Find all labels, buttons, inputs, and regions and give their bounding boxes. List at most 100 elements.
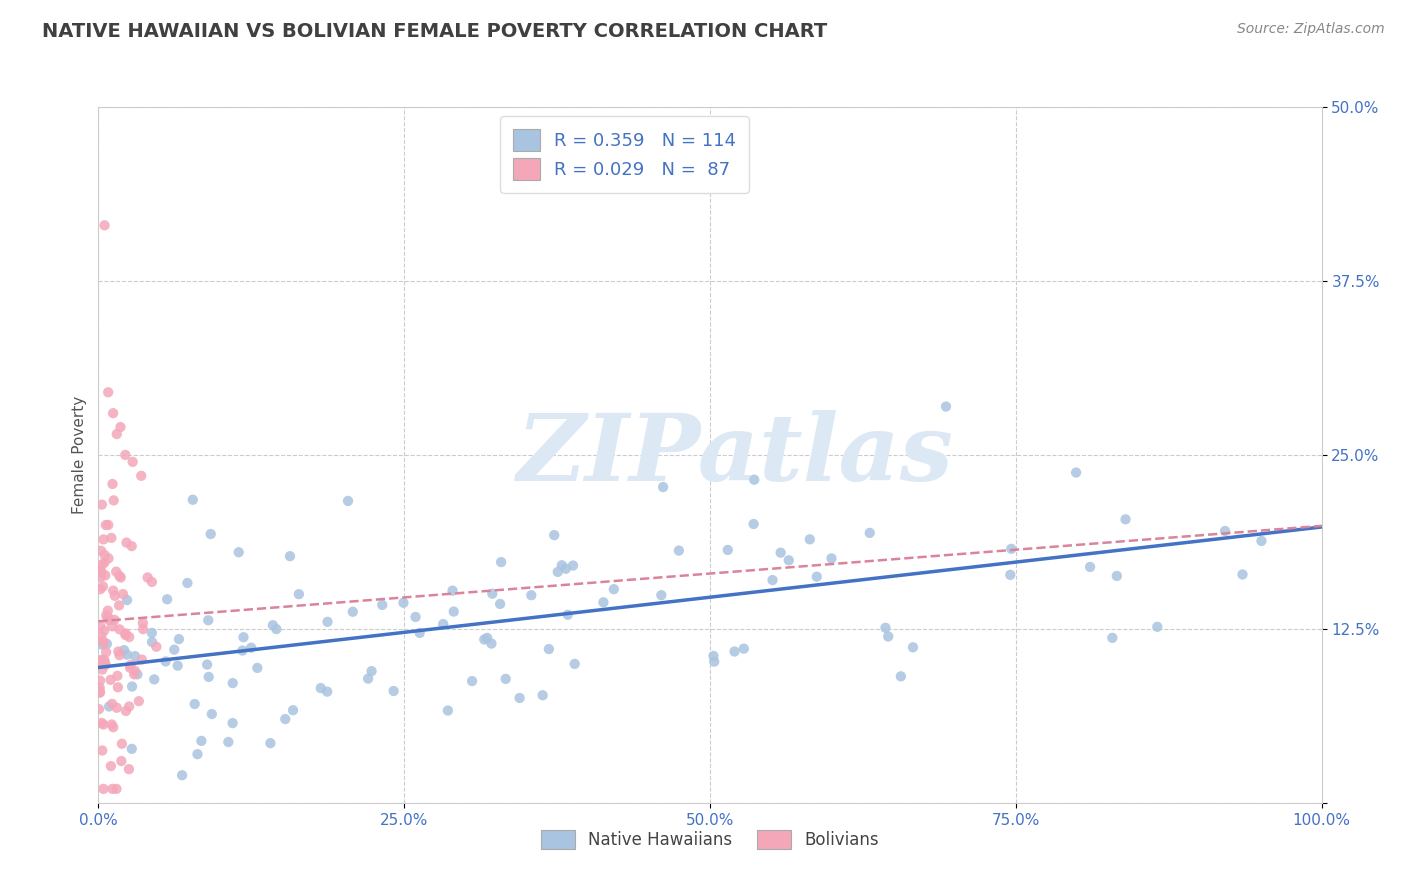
Point xyxy=(481,636,503,650)
Point xyxy=(93,624,115,638)
Point xyxy=(143,673,166,687)
Point xyxy=(115,648,138,662)
Point xyxy=(105,565,128,579)
Point xyxy=(90,570,112,584)
Point xyxy=(371,598,394,612)
Point xyxy=(87,702,110,716)
Point xyxy=(100,673,122,687)
Point xyxy=(520,588,543,602)
Point xyxy=(93,219,115,233)
Point xyxy=(132,622,155,636)
Point xyxy=(537,642,560,657)
Point xyxy=(118,762,141,776)
Point xyxy=(166,658,188,673)
Point xyxy=(111,737,134,751)
Point xyxy=(890,669,912,683)
Point xyxy=(101,781,124,796)
Point xyxy=(120,661,142,675)
Legend: Native Hawaiians, Bolivians: Native Hawaiians, Bolivians xyxy=(533,822,887,857)
Point xyxy=(441,583,464,598)
Point xyxy=(101,406,124,420)
Point xyxy=(131,652,153,666)
Point xyxy=(91,663,114,677)
Point xyxy=(799,533,821,547)
Point xyxy=(217,735,239,749)
Point xyxy=(761,573,783,587)
Point xyxy=(232,630,254,644)
Point xyxy=(531,688,554,702)
Point xyxy=(176,576,198,591)
Point xyxy=(222,676,245,690)
Point xyxy=(382,684,405,698)
Point xyxy=(89,685,111,699)
Point xyxy=(132,615,155,630)
Point xyxy=(110,420,132,434)
Point xyxy=(197,670,219,684)
Point xyxy=(668,543,690,558)
Point xyxy=(110,754,132,768)
Point xyxy=(489,555,512,569)
Point xyxy=(702,648,724,663)
Point xyxy=(820,551,842,566)
Point xyxy=(141,574,163,589)
Text: Source: ZipAtlas.com: Source: ZipAtlas.com xyxy=(1237,22,1385,37)
Point xyxy=(115,535,138,549)
Point xyxy=(1078,560,1101,574)
Point xyxy=(1000,541,1022,556)
Text: NATIVE HAWAIIAN VS BOLIVIAN FEMALE POVERTY CORRELATION CHART: NATIVE HAWAIIAN VS BOLIVIAN FEMALE POVER… xyxy=(42,22,827,41)
Point xyxy=(89,684,111,698)
Point xyxy=(97,613,120,627)
Point xyxy=(1232,567,1254,582)
Point xyxy=(228,545,250,559)
Point xyxy=(859,525,882,540)
Point xyxy=(742,516,765,531)
Point xyxy=(90,715,112,730)
Point xyxy=(443,605,465,619)
Point xyxy=(94,568,117,582)
Point xyxy=(121,680,143,694)
Point xyxy=(101,477,124,491)
Point xyxy=(90,629,112,643)
Point xyxy=(266,622,288,636)
Point xyxy=(717,543,740,558)
Point xyxy=(121,742,143,756)
Point xyxy=(90,543,112,558)
Point xyxy=(1064,466,1087,480)
Point xyxy=(120,658,142,673)
Point xyxy=(90,565,112,579)
Point xyxy=(557,607,579,622)
Point xyxy=(105,700,128,714)
Point xyxy=(274,712,297,726)
Point xyxy=(103,493,125,508)
Point xyxy=(186,747,208,761)
Point xyxy=(91,634,114,648)
Point xyxy=(91,638,114,652)
Point xyxy=(115,593,138,607)
Point xyxy=(554,562,576,576)
Point xyxy=(806,570,828,584)
Point xyxy=(155,655,177,669)
Point xyxy=(316,615,339,629)
Point xyxy=(94,518,117,533)
Point xyxy=(1105,569,1128,583)
Point xyxy=(172,768,194,782)
Point xyxy=(111,587,134,601)
Point xyxy=(97,385,120,400)
Point xyxy=(93,781,115,796)
Point xyxy=(551,558,574,573)
Point xyxy=(112,643,135,657)
Point xyxy=(723,644,745,658)
Point xyxy=(89,563,111,577)
Point xyxy=(103,720,125,734)
Point xyxy=(121,455,143,469)
Point xyxy=(100,717,122,731)
Point xyxy=(91,579,114,593)
Point xyxy=(156,592,179,607)
Point xyxy=(114,448,136,462)
Point xyxy=(90,498,112,512)
Point xyxy=(259,736,281,750)
Point xyxy=(110,570,132,584)
Point xyxy=(96,637,118,651)
Text: ZIPatlas: ZIPatlas xyxy=(516,410,953,500)
Point xyxy=(288,587,311,601)
